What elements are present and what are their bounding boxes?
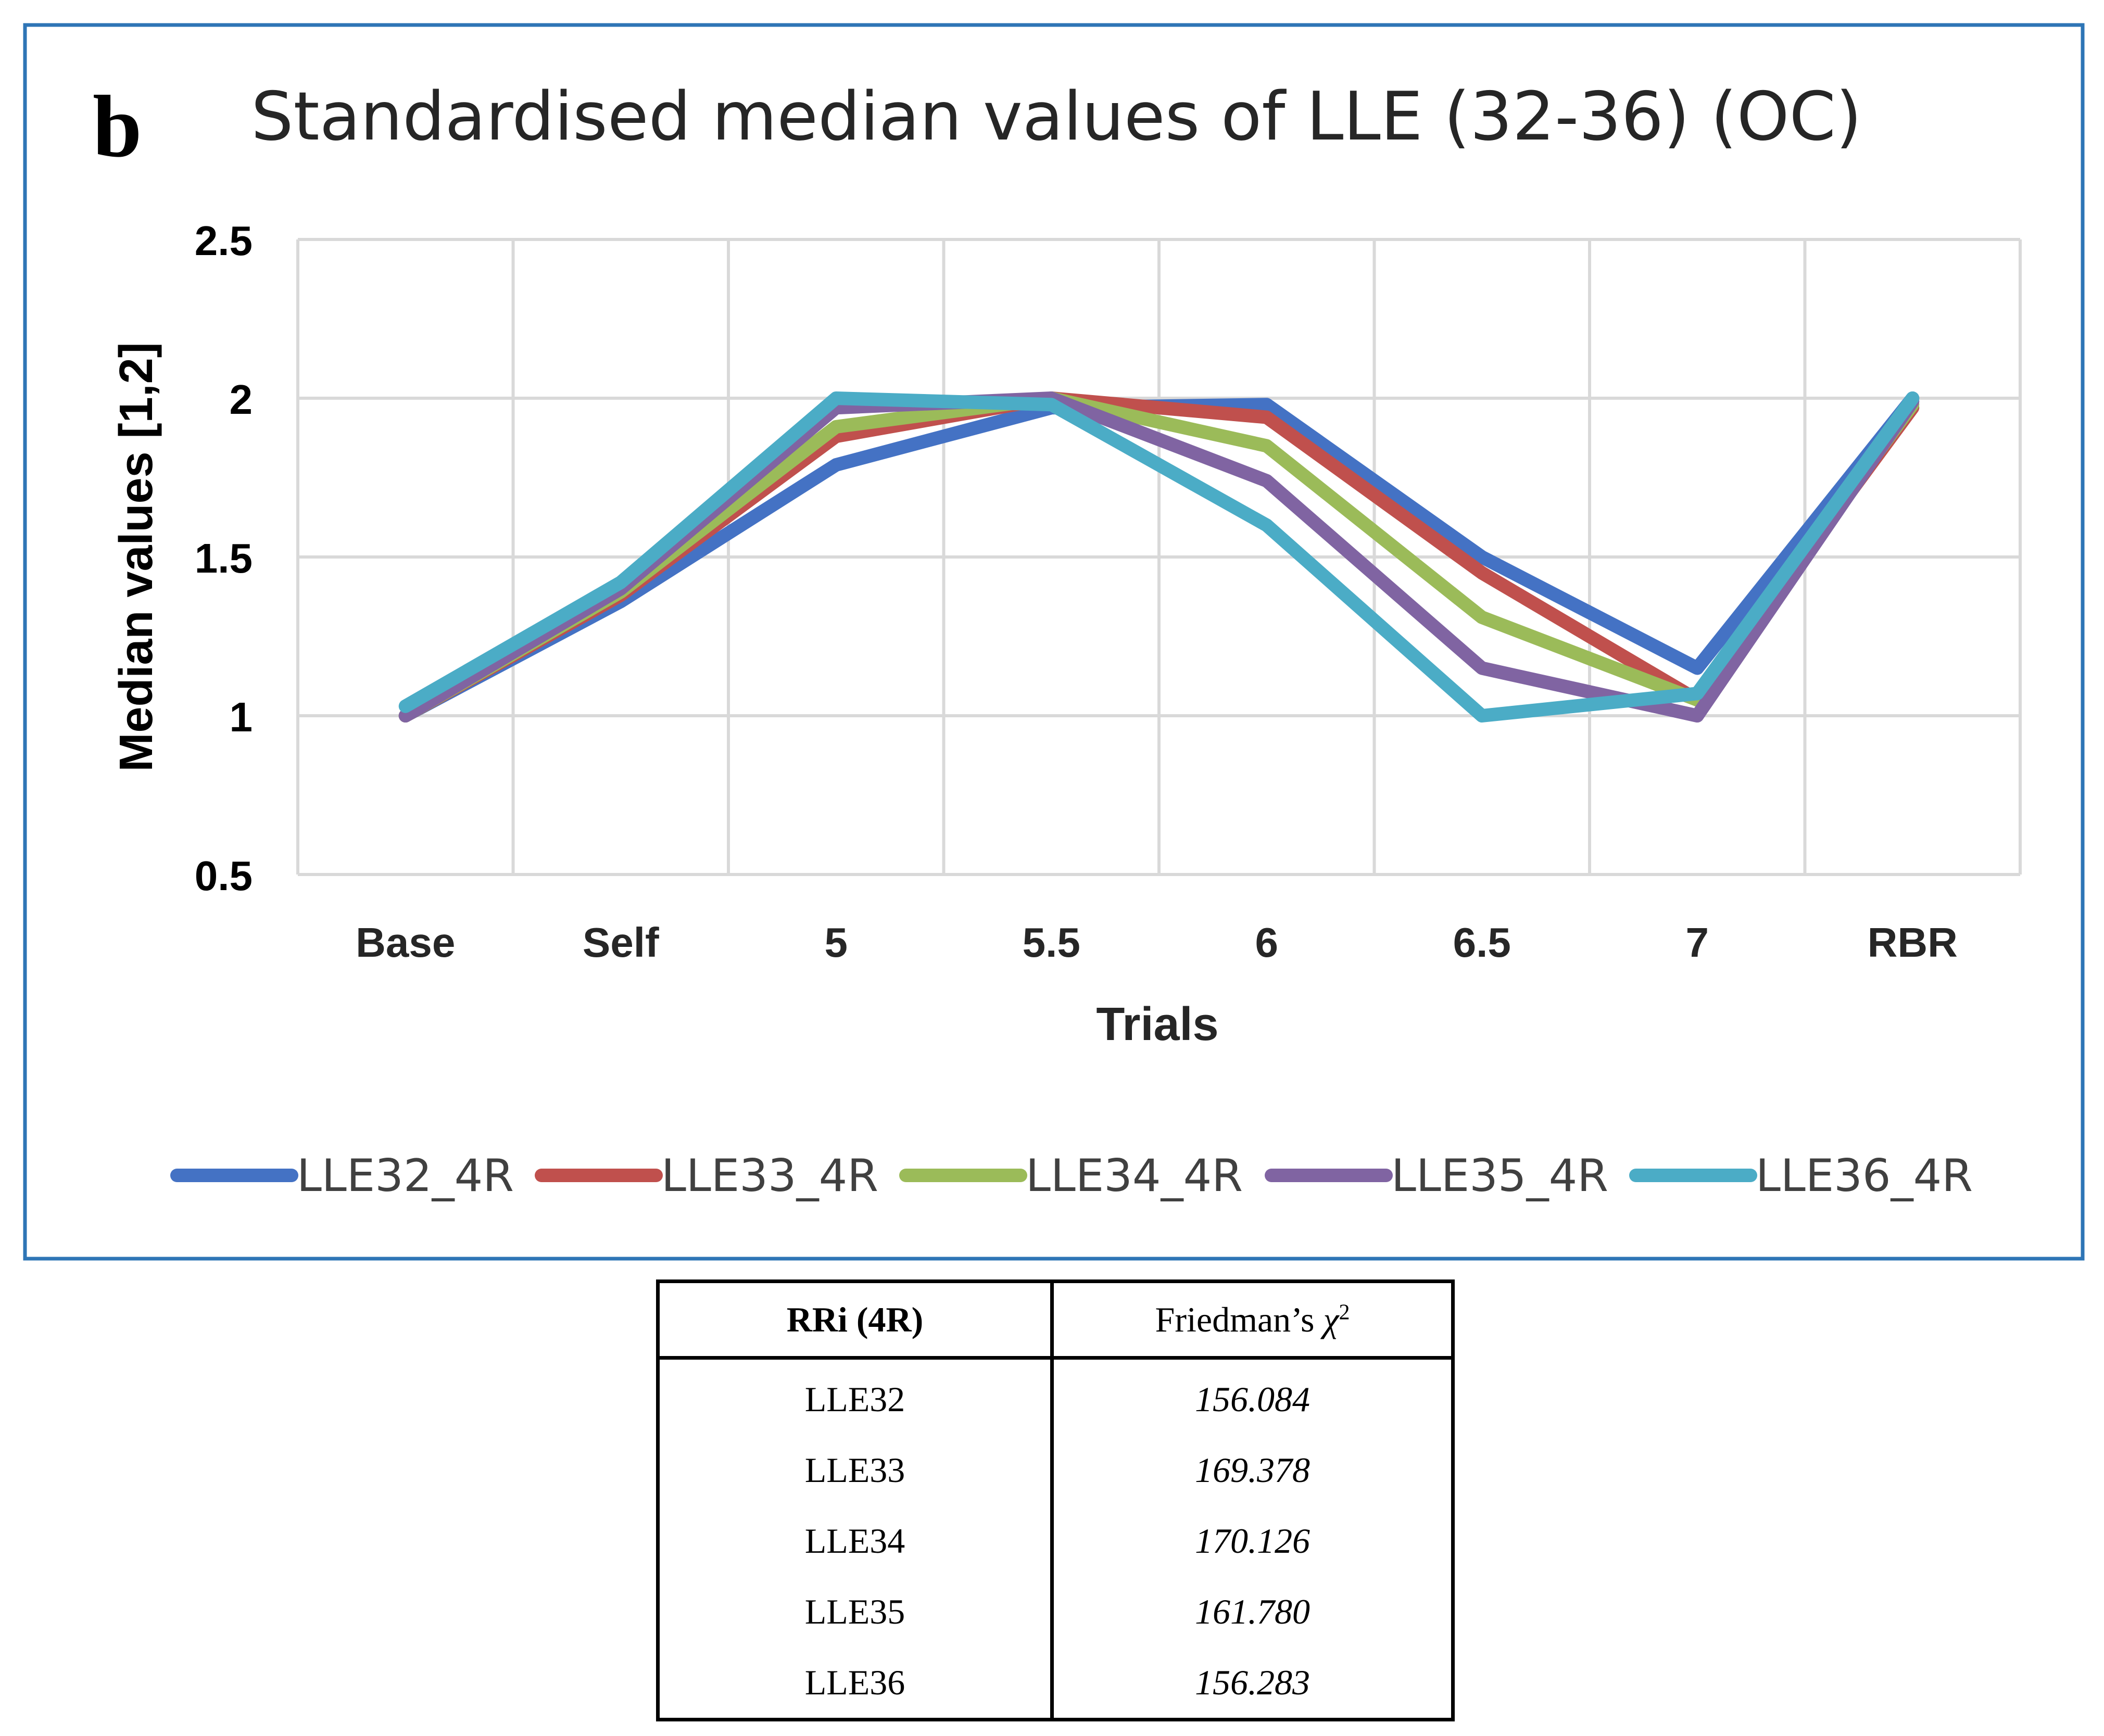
x-tick-label: Base: [356, 919, 455, 966]
table-row: LLE35 161.780: [658, 1576, 1453, 1647]
row-value: 156.084: [1195, 1379, 1310, 1419]
y-tick-label: 1.5: [195, 535, 253, 581]
chart-border: [23, 23, 2085, 1261]
row-value: 169.378: [1195, 1450, 1310, 1490]
legend-label: LLE34_4R: [1026, 1150, 1243, 1202]
header-friedman: Friedman’s χ2: [1052, 1281, 1453, 1360]
y-tick-label: 2.5: [195, 218, 253, 264]
table-header-row: RRi (4R) Friedman’s χ2: [658, 1281, 1453, 1360]
row-label: LLE33: [658, 1435, 1054, 1505]
legend-label: LLE35_4R: [1391, 1150, 1608, 1202]
row-label: LLE32: [658, 1358, 1054, 1435]
legend-label: LLE32_4R: [297, 1150, 514, 1202]
chart: b Standardised median values of LLE (32-…: [23, 23, 2085, 1261]
legend-label: LLE36_4R: [1756, 1150, 1973, 1202]
friedman-table: RRi (4R) Friedman’s χ2 LLE32 156.084 LLE…: [656, 1279, 1455, 1721]
x-tick-label: RBR: [1868, 919, 1958, 966]
x-tick-label: 7: [1686, 919, 1709, 966]
x-tick-label: Self: [583, 919, 659, 966]
row-label: LLE34: [658, 1505, 1054, 1576]
row-value: 161.780: [1195, 1591, 1310, 1631]
row-value: 156.283: [1195, 1662, 1310, 1702]
chi-exponent: 2: [1339, 1300, 1350, 1324]
row-label: LLE35: [658, 1576, 1054, 1647]
series-lines: [398, 391, 1920, 723]
panel-label: b: [93, 78, 142, 175]
y-tick-label: 1: [230, 694, 253, 740]
table-row: LLE36 156.283: [658, 1647, 1453, 1720]
y-tick-labels: 0.5 1 1.5 2 2.5: [195, 218, 253, 899]
x-tick-label: 5.5: [1023, 919, 1080, 966]
x-tick-label: 6: [1255, 919, 1279, 966]
y-tick-label: 0.5: [195, 853, 253, 899]
table-row: LLE34 170.126: [658, 1505, 1453, 1576]
series-line: [398, 391, 1920, 723]
table-row: LLE33 169.378: [658, 1435, 1453, 1505]
legend-label: LLE33_4R: [661, 1150, 878, 1202]
x-tick-labels: Base Self 5 5.5 6 6.5 7 RBR: [356, 919, 1958, 966]
header-friedman-text: Friedman’s: [1155, 1299, 1324, 1339]
chi-symbol: χ: [1323, 1299, 1339, 1339]
legend: LLE32_4R LLE33_4R LLE34_4R LLE35_4R LLE36_4R: [170, 1150, 1973, 1202]
table-row: LLE32 156.084: [658, 1358, 1453, 1435]
x-axis-label: Trials: [1096, 998, 1218, 1050]
chart-title: Standardised median values of LLE (32-36…: [251, 78, 1862, 156]
header-rri: RRi (4R): [658, 1281, 1054, 1360]
y-axis-label: Median values [1,2]: [110, 342, 162, 771]
x-tick-label: 6.5: [1453, 919, 1511, 966]
row-label: LLE36: [658, 1647, 1054, 1720]
x-tick-label: 5: [825, 919, 848, 966]
y-tick-label: 2: [230, 376, 253, 423]
row-value: 170.126: [1195, 1520, 1310, 1561]
